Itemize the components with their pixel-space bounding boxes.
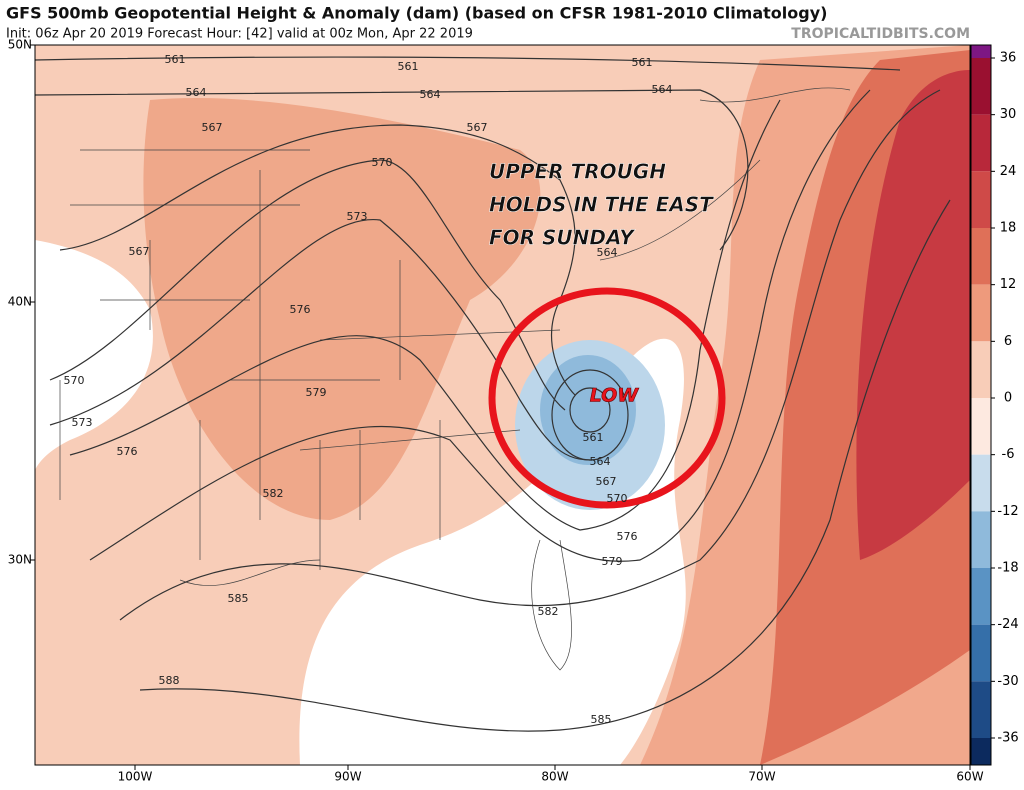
colorbar-tick-label: -36 xyxy=(997,731,1018,746)
contour xyxy=(59,124,576,396)
contour-label: 573 xyxy=(72,416,93,429)
contour-label: 561 xyxy=(398,60,419,73)
contour-label: 579 xyxy=(306,386,327,399)
colorbar-tick-label: 30 xyxy=(1000,107,1017,122)
colorbar-segment xyxy=(971,738,991,765)
colorbar-segment xyxy=(971,681,991,738)
contour-label: 576 xyxy=(617,530,638,543)
colorbar-segment xyxy=(971,114,991,172)
source: TROPICALTIDBITS.COM xyxy=(791,26,970,42)
colorbar-tick-label: 36 xyxy=(1000,51,1017,66)
cold-region xyxy=(540,355,636,465)
contour xyxy=(119,89,941,621)
annotation-line: HOLDS IN THE EAST xyxy=(489,193,714,217)
contour-label: 579 xyxy=(602,555,623,568)
annotation-line: FOR SUNDAY xyxy=(489,226,636,250)
contour-label: 585 xyxy=(591,713,612,726)
contour-label: 570 xyxy=(607,492,628,505)
lat-label: 50N xyxy=(8,38,32,52)
state-borders xyxy=(59,149,561,570)
lon-label: 100W xyxy=(118,770,153,784)
contour xyxy=(139,199,951,732)
colorbar-tick-label: -30 xyxy=(997,674,1018,689)
contour-label: 564 xyxy=(652,83,673,96)
contour-label: 576 xyxy=(117,445,138,458)
contour-label: 561 xyxy=(632,56,653,69)
contour xyxy=(49,159,566,411)
map xyxy=(35,45,970,765)
low-label: LOW xyxy=(590,385,640,407)
contour-label: 576 xyxy=(290,303,311,316)
colorbar-tick-label: -12 xyxy=(997,504,1018,519)
lat-label: 30N xyxy=(8,553,32,567)
contour-label: 582 xyxy=(263,487,284,500)
colorbar-segment xyxy=(971,568,991,625)
contour xyxy=(569,387,611,433)
lon-label: 60W xyxy=(956,770,983,784)
contour-label: 570 xyxy=(64,374,85,387)
colorbar-tick-label: 6 xyxy=(1004,334,1012,349)
colorbar-tick-label: 24 xyxy=(1000,164,1017,179)
colorbar-segment xyxy=(971,228,991,285)
colorbar-tick-label: 0 xyxy=(1004,391,1012,406)
colorbar-tick-label: -24 xyxy=(997,617,1018,632)
contour xyxy=(551,369,629,461)
contour-label: 564 xyxy=(420,88,441,101)
contour-label: 573 xyxy=(347,210,368,223)
colorbar-tick-label: 18 xyxy=(1000,221,1017,236)
annotation-line: UPPER TROUGH xyxy=(489,160,666,184)
colorbar-segment xyxy=(971,454,991,512)
lat-label: 40N xyxy=(8,295,32,309)
colorbar-tick-label: -18 xyxy=(997,561,1018,576)
colorbar-tick-label: -6 xyxy=(1002,447,1015,462)
contour-label: 564 xyxy=(186,86,207,99)
contour xyxy=(49,219,591,461)
colorbar-segment xyxy=(971,284,991,342)
colorbar-segment xyxy=(971,58,991,115)
contour-label: 570 xyxy=(372,156,393,169)
contour xyxy=(89,89,871,562)
colorbar-tick-label: 12 xyxy=(1000,277,1017,292)
lon-label: 80W xyxy=(541,770,568,784)
contour-label: 567 xyxy=(202,121,223,134)
contour-label: 582 xyxy=(538,605,559,618)
colorbar-segment xyxy=(971,171,991,228)
colorbar-frame xyxy=(970,44,992,766)
contour-label: 588 xyxy=(159,674,180,687)
colorbar-segment xyxy=(971,624,991,682)
contour-label: 567 xyxy=(129,245,150,258)
lon-label: 70W xyxy=(748,770,775,784)
lon-label: 90W xyxy=(334,770,361,784)
contour xyxy=(69,99,781,531)
map-frame xyxy=(34,44,971,766)
coastline xyxy=(179,87,851,671)
contour xyxy=(35,56,901,71)
contour-label: 564 xyxy=(597,246,618,259)
annotation: UPPER TROUGH HOLDS IN THE EAST FOR SUNDAY xyxy=(489,159,715,250)
contour-label: 561 xyxy=(583,431,604,444)
warm-region xyxy=(856,70,970,560)
contour-label: 585 xyxy=(228,592,249,605)
subtitle: Init: 06z Apr 20 2019 Forecast Hour: [42… xyxy=(6,27,473,42)
title: GFS 500mb Geopotential Height & Anomaly … xyxy=(6,4,827,23)
contour-label: 561 xyxy=(165,53,186,66)
contour-label: 567 xyxy=(596,475,617,488)
colorbar-segment xyxy=(971,398,991,455)
contour-label: 564 xyxy=(590,455,611,468)
contour-label: 567 xyxy=(467,121,488,134)
warm-region xyxy=(143,98,541,520)
highlight-circle xyxy=(488,287,726,509)
colorbar-segment xyxy=(971,511,991,568)
contour xyxy=(35,89,749,251)
colorbar-segment xyxy=(971,341,991,398)
colorbar-segment xyxy=(971,45,991,58)
